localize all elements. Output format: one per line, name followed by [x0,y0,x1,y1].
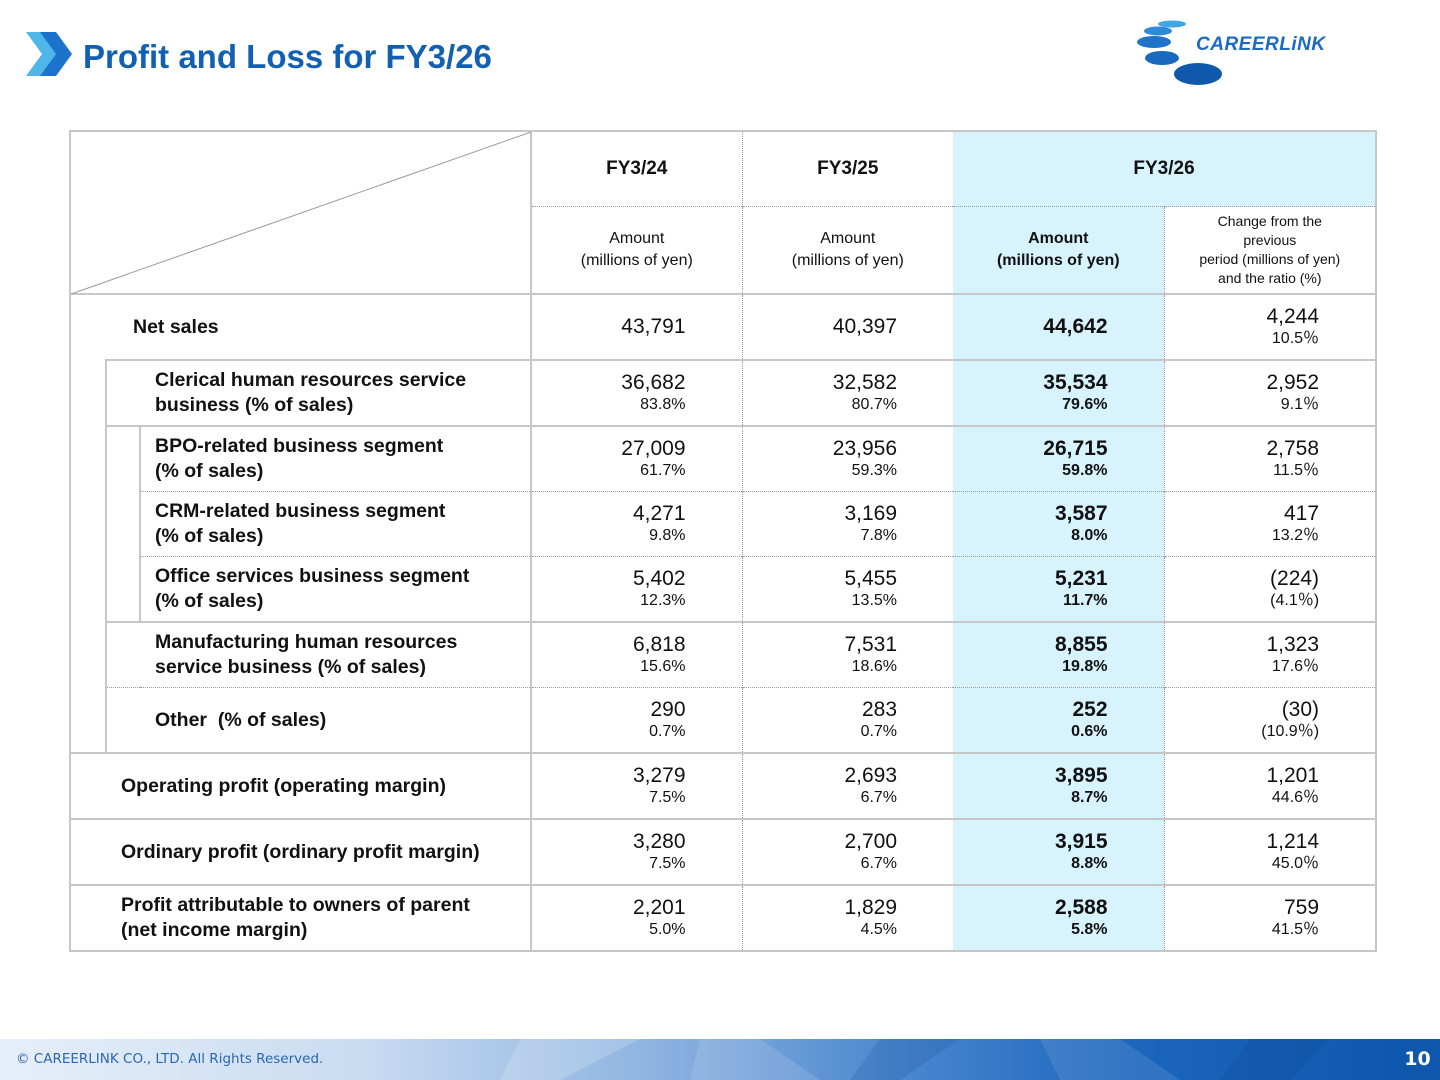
cell-fy25: 5,455 13.5% [741,556,954,622]
cell-change: 4,244 10.5％ [1163,294,1378,360]
cell-fy25: 1,829 4.5% [741,884,954,952]
cell-change: 417 13.2％ [1163,491,1378,557]
table-row-operating-profit: Operating profit (operating margin) 3,27… [68,752,1378,819]
table-row-manufacturing: Manufacturing human resources service bu… [70,621,1378,688]
row-label: Other (% of sales) [104,687,532,753]
cell-fy25: 283 0.7% [741,687,954,753]
subheader-amount-fy25: Amount (millions of yen) [741,206,954,295]
copyright-text: © CAREERLINK CO., LTD. All Rights Reserv… [16,1051,324,1067]
row-label: Net sales [133,315,219,338]
cell-fy26: 3,915 8.8% [953,818,1165,885]
cell-change: 759 41.5％ [1163,884,1378,952]
table-row-clerical: Clerical human resources service busines… [69,359,1378,753]
cell-fy24: 6,818 15.6% [530,621,743,688]
cell-change: 1,214 45.0％ [1163,818,1378,885]
cell-fy25: 2,693 6.7% [741,752,954,819]
cell-fy24: 4,271 9.8% [530,491,743,557]
cell-fy25: 23,956 59.3% [741,425,954,492]
footer-bar: © CAREERLINK CO., LTD. All Rights Reserv… [0,1039,1440,1080]
table-row-ordinary-profit: Ordinary profit (ordinary profit margin)… [68,818,1378,885]
table-row-net-sales: Net sales 43,791 40,397 44,642 4,244 10.5… [69,294,1378,360]
cell-fy26: 3,587 8.0% [953,491,1165,557]
cell-change: 1,201 44.6％ [1163,752,1378,819]
cell-fy24: 290 0.7% [530,687,743,753]
cell-fy26: 3,895 8.7% [953,752,1165,819]
row-label: Manufacturing human resources service bu… [104,621,532,688]
cell-change: (224) (4.1％) [1163,556,1378,622]
table-row-other: Other (% of sales) 290 0.7% 283 0.7% 252 0.… [70,687,1378,753]
cell-fy25: 2,700 6.7% [741,818,954,885]
cell-fy26: 5,231 11.7% [953,556,1165,622]
careerlink-logo: CAREERLiNK [1137,20,1326,85]
subheader-amount-fy26: Amount (millions of yen) [953,206,1165,295]
row-label: Office services business segment (% of s… [138,556,532,622]
profit-loss-table: FY3/24 FY3/25 FY3/26 Amount (millions of… [68,130,1378,952]
table-row-office-services: Office services business segment (% of s… [70,556,1378,622]
header-fy3-26: FY3/26 [953,130,1378,207]
footer-decoration [500,1039,1330,1080]
cell-fy24: 5,402 12.3% [530,556,743,622]
cell-fy25: 3,169 7.8% [741,491,954,557]
header-fy3-24: FY3/24 [530,130,743,207]
row-label: Operating profit (operating margin) [68,752,532,819]
cell-fy25: 7,531 18.6% [741,621,954,688]
double-chevron-icon [26,32,72,76]
subheader-amount-fy24: Amount (millions of yen) [530,206,743,295]
row-label: CRM-related business segment (% of sales… [138,491,532,557]
cell-change: 1,323 17.6％ [1163,621,1378,688]
cell-fy26: 2,588 5.8% [953,884,1165,952]
header-fy3-25: FY3/25 [741,130,954,207]
cell-fy26: 26,715 59.8% [953,425,1165,492]
cell-fy24: 36,682 83.8% [530,359,743,426]
corner-header-cell [68,130,532,295]
row-label: BPO-related business segment (% of sales… [138,425,532,492]
cell-change: 2,952 9.1％ [1163,359,1378,426]
subheader-change: Change from the previous period (million… [1163,206,1378,295]
table-row-net-income: Profit attributable to owners of parent … [68,884,1378,952]
cell-fy25: 40,397 [741,294,954,360]
row-label: Ordinary profit (ordinary profit margin) [68,818,532,885]
cell-fy26: 44,642 [953,294,1165,360]
cell-fy24: 2,201 5.0% [530,884,743,952]
cell-change: (30) (10.9％) [1163,687,1378,753]
cell-fy25: 32,582 80.7% [741,359,954,426]
cell-fy26: 252 0.6% [953,687,1165,753]
page-title: Profit and Loss for FY3/26 [83,38,492,75]
page-number: 10 [1395,1039,1440,1080]
diagonal-divider [71,132,532,295]
table-row-bpo: BPO-related business segment (% of sales… [70,425,1378,622]
cell-fy24: 43,791 [530,294,743,360]
cell-fy26: 8,855 19.8% [953,621,1165,688]
svg-text:CAREERLiNK: CAREERLiNK [1196,34,1326,55]
table-row-crm: CRM-related business segment (% of sales… [70,491,1378,557]
row-label: Clerical human resources service busines… [104,359,532,426]
cell-fy26: 35,534 79.6% [953,359,1165,426]
cell-fy24: 3,279 7.5% [530,752,743,819]
row-label: Profit attributable to owners of parent … [68,884,532,952]
cell-change: 2,758 11.5％ [1163,425,1378,492]
cell-fy24: 27,009 61.7% [530,425,743,492]
cell-fy24: 3,280 7.5% [530,818,743,885]
